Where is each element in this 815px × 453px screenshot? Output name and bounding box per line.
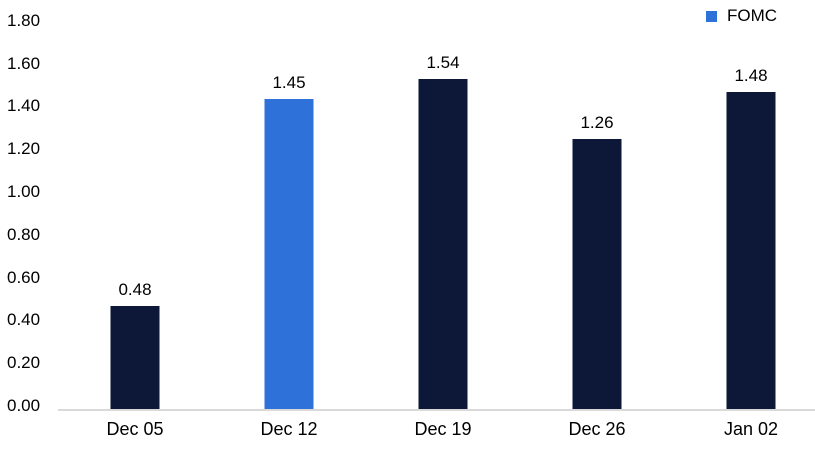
legend-swatch-icon (706, 10, 717, 22)
bar (726, 92, 776, 409)
y-axis-tick-label: 1.00 (7, 182, 41, 201)
bar (418, 79, 468, 409)
y-axis-tick-label: 0.60 (7, 267, 41, 287)
y-axis-tick-label: 0.40 (7, 310, 41, 330)
x-axis-category-label: Dec 05 (106, 419, 164, 439)
legend-label: FOMC (727, 6, 778, 25)
bar (110, 306, 160, 409)
legend: FOMC (706, 6, 777, 26)
y-axis-tick-label: 1.80 (7, 10, 41, 30)
bar-value-label: 1.54 (426, 53, 460, 73)
x-axis-category-label: Dec 26 (568, 419, 626, 439)
y-axis-tick-label: 1.40 (7, 96, 41, 116)
bar-value-label: 1.26 (580, 113, 614, 133)
bar-value-label: 1.45 (272, 72, 306, 92)
x-axis-category-label: Jan 02 (723, 419, 779, 439)
bar-value-label: 0.48 (118, 280, 152, 300)
x-axis-category-label: Dec 12 (260, 419, 318, 439)
y-axis-tick-label: 0.00 (7, 396, 41, 415)
bar-highlighted (264, 98, 314, 409)
y-axis-tick-label: 1.20 (7, 139, 41, 159)
x-axis-line (58, 409, 815, 411)
y-axis-tick-label: 1.60 (7, 53, 41, 73)
bar-value-label: 1.48 (734, 66, 768, 86)
bar (572, 139, 622, 409)
y-axis-tick-label: 0.20 (7, 353, 41, 373)
y-axis-tick-label: 0.80 (7, 224, 41, 244)
x-axis-category-label: Dec 19 (414, 419, 472, 439)
